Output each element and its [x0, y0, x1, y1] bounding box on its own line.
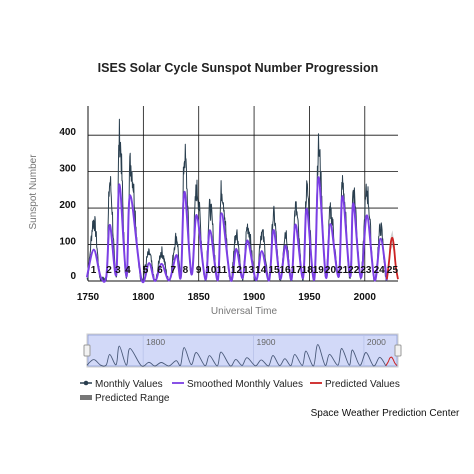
cycle-label: 2 [106, 265, 112, 276]
navigator-tick-label: 2000 [367, 337, 386, 347]
grid [87, 106, 398, 282]
y-tick-label: 400 [59, 127, 76, 138]
cycle-label: 7 [170, 265, 176, 276]
x-tick-label: 1850 [188, 292, 211, 303]
legend-range-label: Predicted Range [95, 393, 170, 404]
legend: Monthly Values Smoothed Monthly Values P… [80, 379, 400, 404]
cycle-label: 12 [231, 265, 243, 276]
cycle-label: 20 [325, 265, 337, 276]
cycle-label: 3 [115, 265, 121, 276]
chart-title: ISES Solar Cycle Sunspot Number Progress… [98, 61, 379, 75]
legend-range-symbol [80, 395, 92, 400]
cycle-label: 16 [280, 265, 292, 276]
navigator-left-handle[interactable] [83, 344, 91, 357]
cycle-label: 25 [387, 265, 399, 276]
cycle-label: 14 [255, 265, 267, 276]
cycle-label: 15 [268, 265, 280, 276]
y-axis-label: Sunspot Number [28, 154, 39, 230]
legend-predicted-label: Predicted Values [325, 379, 400, 390]
cycle-label: 4 [125, 265, 131, 276]
legend-monthly-marker [83, 380, 89, 386]
cycle-label: 18 [302, 265, 314, 276]
cycle-label: 1 [91, 265, 97, 276]
cycle-label: 6 [157, 265, 163, 276]
x-axis-label: Universal Time [211, 306, 278, 317]
y-tick-label: 300 [59, 164, 76, 175]
y-tick-label: 200 [59, 200, 76, 211]
cycle-label: 10 [205, 265, 217, 276]
x-tick-label: 1800 [132, 292, 155, 303]
cycle-label: 13 [243, 265, 255, 276]
legend-item-predicted[interactable]: Predicted Values [310, 379, 400, 390]
y-axis-ticks: 0 100 200 300 400 [59, 127, 76, 282]
cycle-label: 11 [217, 265, 228, 276]
navigator-tick-label: 1900 [257, 337, 276, 347]
navigator-series [86, 344, 387, 367]
credit-text: Space Weather Prediction Center [311, 408, 460, 419]
cycle-label: 8 [183, 265, 189, 276]
navigator-right-handle[interactable] [394, 344, 402, 357]
cycle-label: 23 [360, 265, 372, 276]
legend-monthly-label: Monthly Values [95, 379, 163, 390]
navigator-ticks: 1800 1900 2000 [142, 335, 386, 366]
y-tick-label: 0 [70, 271, 76, 282]
x-tick-label: 1900 [243, 292, 266, 303]
cycle-label: 22 [348, 265, 360, 276]
legend-item-monthly[interactable]: Monthly Values [80, 379, 163, 390]
navigator-predicted [385, 356, 398, 366]
cycle-label: 21 [337, 265, 349, 276]
x-tick-label: 2000 [354, 292, 377, 303]
legend-item-smoothed[interactable]: Smoothed Monthly Values [172, 379, 303, 390]
legend-item-predicted-range[interactable]: Predicted Range [80, 393, 170, 404]
x-axis-ticks: 1750 1800 1850 1900 1950 2000 [77, 292, 376, 303]
x-tick-label: 1750 [77, 292, 100, 303]
x-tick-label: 1950 [298, 292, 321, 303]
legend-smoothed-label: Smoothed Monthly Values [187, 379, 303, 390]
cycle-label: 19 [313, 265, 325, 276]
cycle-label: 17 [291, 265, 303, 276]
series-layer [85, 118, 399, 284]
cycle-label: 9 [196, 265, 202, 276]
series-predicted-line [386, 236, 399, 280]
cycle-labels: 1 2 3 4 5 6 7 8 9 10 11 12 13 14 15 16 17 18 19 20 21 22 23 24 2… [91, 265, 399, 276]
cycle-label: 5 [143, 265, 149, 276]
y-tick-label: 100 [59, 237, 76, 248]
navigator-tick-label: 1800 [146, 337, 165, 347]
series-smoothed-line [85, 176, 388, 284]
cycle-label: 24 [374, 265, 386, 276]
range-navigator[interactable]: 1800 1900 2000 [83, 333, 402, 368]
